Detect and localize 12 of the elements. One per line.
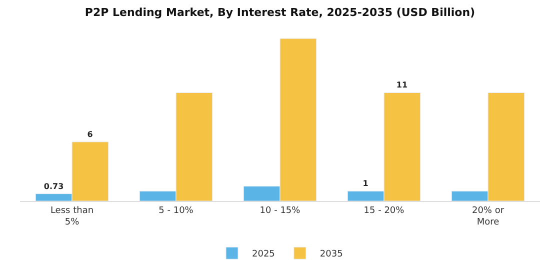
x-tick-label: 10 - 15% — [260, 206, 301, 216]
legend-label: 2035 — [320, 250, 343, 260]
x-tick-label: 5 - 10% — [158, 206, 194, 216]
legend-label: 2025 — [252, 250, 275, 260]
x-tick-label: 20% or More — [472, 206, 504, 228]
data-label: 1 — [362, 179, 369, 188]
data-label: 6 — [87, 130, 94, 139]
chart-title: P2P Lending Market, By Interest Rate, 2025-2035 (USD Billion) — [84, 6, 476, 20]
data-label: 0.73 — [44, 182, 64, 191]
data-label: 11 — [396, 80, 408, 90]
x-tick-label: Less than 5% — [50, 206, 94, 228]
x-tick-label: 15 - 20% — [364, 206, 405, 216]
